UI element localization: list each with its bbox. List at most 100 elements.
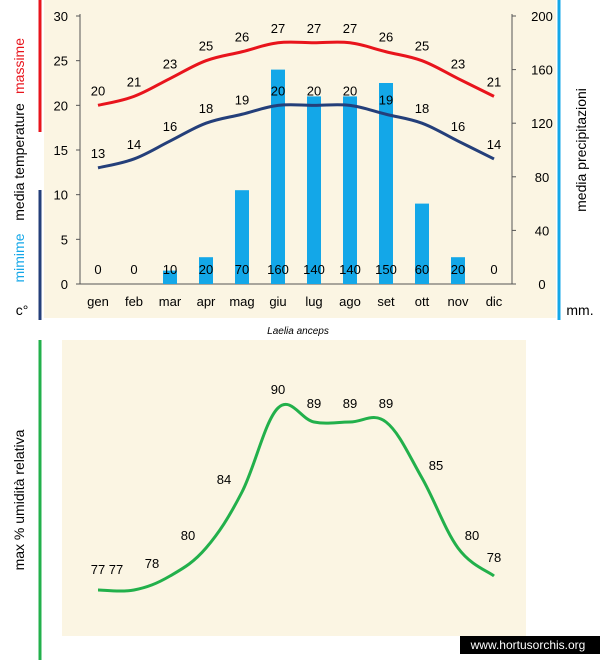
precip-bar	[415, 203, 429, 284]
watermark-text: www.hortusorchis.org	[470, 638, 586, 652]
x-tick-label: dic	[486, 294, 503, 309]
precip-data-label: 140	[303, 262, 325, 277]
minime-data-label: 20	[271, 83, 285, 98]
left-tick-label: 25	[54, 54, 68, 69]
left-tick-label: 15	[54, 143, 68, 158]
label-umidita: max % umidità relativa	[11, 429, 27, 570]
left-tick-label: 30	[54, 9, 68, 24]
x-tick-label: gen	[87, 294, 109, 309]
minime-data-label: 16	[451, 119, 465, 134]
precip-bar	[451, 257, 465, 284]
x-tick-label: mar	[159, 294, 182, 309]
minime-data-label: 20	[307, 83, 321, 98]
precip-data-label: 160	[267, 262, 289, 277]
label-massime: massime	[11, 38, 27, 94]
massime-data-label: 20	[91, 83, 105, 98]
label-media-precipitazioni: media precipitazioni	[573, 88, 589, 212]
humidity-data-label: 78	[487, 550, 501, 565]
minime-data-label: 18	[199, 101, 213, 116]
massime-line	[97, 40, 495, 107]
humidity-data-label: 90	[271, 382, 285, 397]
x-tick-label: set	[377, 294, 395, 309]
x-tick-label: mag	[229, 294, 254, 309]
precip-bar	[163, 270, 177, 284]
precip-bar	[307, 96, 321, 285]
humidity-data-label: 77	[91, 562, 105, 577]
x-tick-label: feb	[125, 294, 143, 309]
humidity-data-label: 77	[109, 562, 123, 577]
massime-data-label: 21	[127, 74, 141, 89]
humidity-data-label: 89	[307, 396, 321, 411]
top-chart-panel	[44, 0, 556, 318]
humidity-line	[97, 403, 495, 593]
precip-data-label: 0	[490, 262, 497, 277]
precip-bar	[271, 69, 285, 284]
humidity-data-label: 89	[343, 396, 357, 411]
watermark-box	[460, 636, 600, 654]
precip-data-label: 20	[451, 262, 465, 277]
precip-bar	[199, 257, 213, 284]
label-minime: mimime	[11, 233, 27, 282]
precip-data-label: 0	[130, 262, 137, 277]
right-tick-label: 120	[531, 116, 553, 131]
massime-data-label: 27	[271, 21, 285, 36]
x-tick-label: ott	[415, 294, 430, 309]
humidity-data-label: 80	[465, 528, 479, 543]
humidity-data-label: 85	[429, 458, 443, 473]
precip-bar	[235, 190, 249, 284]
precip-data-label: 140	[339, 262, 361, 277]
x-tick-label: ago	[339, 294, 361, 309]
label-unit-celsius: c°	[16, 302, 29, 318]
right-tick-label: 200	[531, 9, 553, 24]
minime-line	[97, 103, 495, 170]
minime-data-label: 20	[343, 83, 357, 98]
left-tick-label: 5	[61, 232, 68, 247]
label-unit-mm: mm.	[566, 302, 593, 318]
precip-bar	[343, 96, 357, 285]
right-tick-label: 0	[538, 277, 545, 292]
precip-data-label: 150	[375, 262, 397, 277]
x-tick-label: giu	[269, 294, 286, 309]
bottom-chart-plot: 77 77 78 80 84 90 89 89 89 85 80 78	[91, 382, 501, 593]
precip-data-label: 60	[415, 262, 429, 277]
humidity-data-label: 89	[379, 396, 393, 411]
x-tick-label: lug	[305, 294, 322, 309]
precip-data-label: 20	[199, 262, 213, 277]
minime-data-label: 18	[415, 101, 429, 116]
x-tick-label: nov	[448, 294, 469, 309]
left-tick-label: 10	[54, 188, 68, 203]
bottom-chart-panel	[62, 340, 526, 636]
minime-data-label: 14	[487, 137, 501, 152]
left-tick-label: 20	[54, 98, 68, 113]
humidity-data-label: 80	[181, 528, 195, 543]
minime-data-label: 13	[91, 146, 105, 161]
minime-data-label: 14	[127, 137, 141, 152]
massime-data-label: 21	[487, 74, 501, 89]
massime-data-label: 26	[379, 30, 393, 45]
massime-data-label: 27	[307, 21, 321, 36]
humidity-data-label: 78	[145, 556, 159, 571]
massime-data-label: 25	[415, 39, 429, 54]
minime-data-label: 16	[163, 119, 177, 134]
massime-data-label: 27	[343, 21, 357, 36]
precip-data-label: 0	[94, 262, 101, 277]
right-tick-label: 80	[535, 170, 549, 185]
precip-data-label: 10	[163, 262, 177, 277]
massime-data-label: 25	[199, 39, 213, 54]
chart-title: Laelia anceps	[267, 326, 329, 337]
massime-data-label: 23	[163, 57, 177, 72]
x-tick-label: apr	[197, 294, 216, 309]
humidity-data-label: 84	[217, 472, 231, 487]
minime-data-label: 19	[379, 92, 393, 107]
label-media-temperature: media temperature	[11, 103, 27, 221]
left-tick-label: 0	[61, 277, 68, 292]
precip-bar	[379, 83, 393, 284]
right-tick-label: 160	[531, 63, 553, 78]
massime-data-label: 23	[451, 57, 465, 72]
massime-data-label: 26	[235, 30, 249, 45]
right-tick-label: 40	[535, 223, 549, 238]
precip-data-label: 70	[235, 262, 249, 277]
minime-data-label: 19	[235, 92, 249, 107]
